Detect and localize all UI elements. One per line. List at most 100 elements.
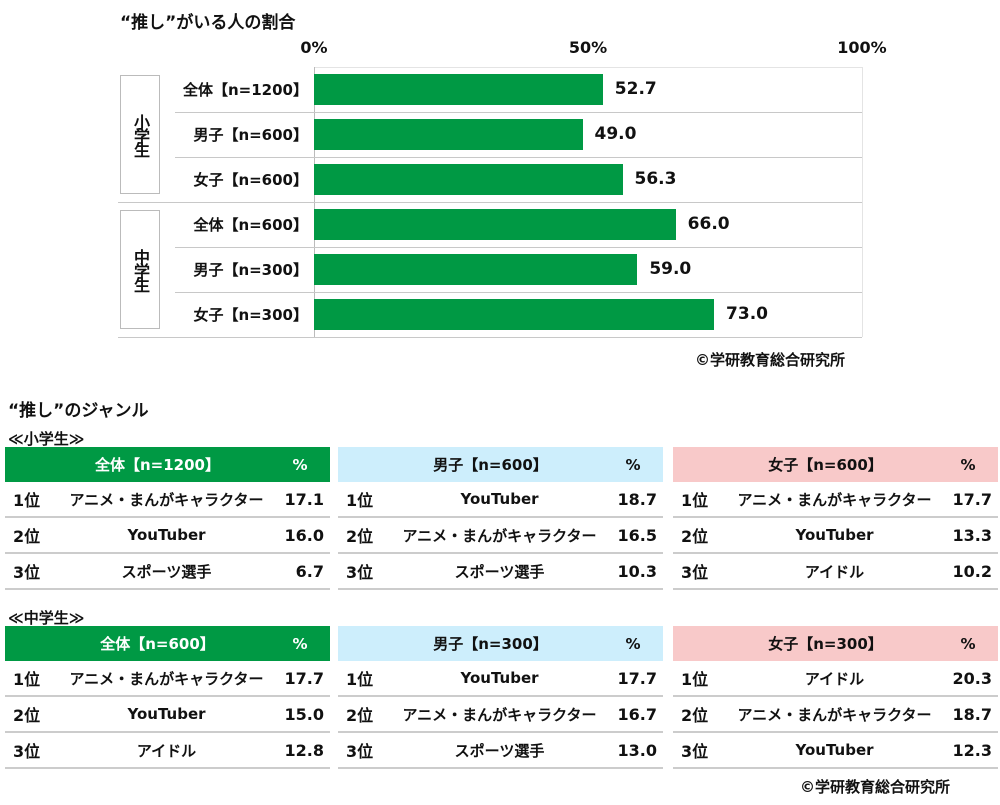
percent-value: 12.8	[284, 740, 324, 760]
percent-value: 18.7	[952, 704, 992, 724]
genre: YouTuber	[795, 526, 874, 544]
data-label: 73.0	[726, 304, 768, 324]
percent-header: %	[960, 455, 976, 474]
genre: スポーツ選手	[454, 562, 545, 581]
ranking-row: 3位 アイドル 12.8	[5, 733, 330, 769]
ranking-row: 2位 アニメ・まんがキャラクター 18.7	[673, 697, 998, 733]
rank: 3位	[346, 742, 374, 761]
genre: アニメ・まんがキャラクター	[737, 490, 932, 509]
ranking-row: 3位 スポーツ選手 6.7	[5, 554, 330, 590]
rank: 3位	[13, 742, 41, 761]
category-label: 男子【n=300】	[193, 261, 308, 279]
row-separator	[175, 112, 862, 113]
ranking-row: 2位 YouTuber 13.3	[673, 518, 998, 554]
panel-header: 全体【n=600】%	[5, 626, 330, 661]
panel-header-label: 女子【n=600】	[768, 456, 883, 474]
rank: 2位	[346, 527, 374, 546]
row-separator	[175, 247, 862, 248]
percent-header: %	[292, 634, 308, 653]
genre: アニメ・まんがキャラクター	[402, 526, 597, 545]
rank: 1位	[346, 670, 374, 689]
rank: 2位	[346, 706, 374, 725]
percent-value: 13.3	[952, 525, 992, 545]
ranking-row: 1位 アニメ・まんがキャラクター 17.7	[673, 482, 998, 518]
rank: 2位	[13, 527, 41, 546]
x-tick-50: 50%	[568, 38, 608, 57]
panel-header-label: 男子【n=300】	[433, 635, 548, 653]
ranking-panel: 女子【n=300】% 1位 アイドル 20.3 2位 アニメ・まんがキャラクター 18.7 3…	[673, 626, 998, 769]
ranking-row: 1位 YouTuber 18.7	[338, 482, 663, 518]
percent-value: 12.3	[952, 740, 992, 760]
section-label: ≪中学生≫	[8, 609, 85, 627]
bar	[314, 254, 638, 285]
genre: アニメ・まんがキャラクター	[737, 705, 932, 724]
x-tick-100: 100%	[837, 38, 887, 57]
panel-header-label: 女子【n=300】	[768, 635, 883, 653]
bar	[314, 74, 603, 105]
percent-value: 20.3	[952, 668, 992, 688]
panel-header: 女子【n=600】%	[673, 447, 998, 482]
percent-value: 13.0	[617, 740, 657, 760]
genre: スポーツ選手	[454, 741, 545, 760]
chart-credit: ©学研教育総合研究所	[695, 351, 846, 369]
data-label: 56.3	[634, 169, 677, 189]
ranking-panel: 男子【n=300】% 1位 YouTuber 17.7 2位 アニメ・まんがキャラクター 1…	[338, 626, 663, 769]
rank: 1位	[13, 670, 41, 689]
bar	[314, 299, 715, 330]
genre: スポーツ選手	[121, 562, 212, 581]
percent-header: %	[292, 455, 308, 474]
ranking-row: 2位 アニメ・まんがキャラクター 16.7	[338, 697, 663, 733]
percent-value: 16.0	[284, 525, 324, 545]
percent-value: 16.5	[617, 525, 657, 545]
ranking-panel: 全体【n=600】% 1位 アニメ・まんがキャラクター 17.7 2位 YouTuber 1…	[5, 626, 330, 769]
ranking-row: 3位 スポーツ選手 13.0	[338, 733, 663, 769]
ranking-row: 2位 アニメ・まんがキャラクター 16.5	[338, 518, 663, 554]
panel-header: 男子【n=300】%	[338, 626, 663, 661]
percent-value: 18.7	[617, 489, 657, 509]
panel-header: 全体【n=1200】%	[5, 447, 330, 482]
percent-value: 17.1	[284, 489, 324, 509]
rank: 3位	[681, 742, 709, 761]
genre: YouTuber	[460, 669, 539, 687]
rank: 2位	[681, 706, 709, 725]
panel-header: 男子【n=600】%	[338, 447, 663, 482]
ranking-panel: 女子【n=600】% 1位 アニメ・まんがキャラクター 17.7 2位 YouTuber 1…	[673, 447, 998, 590]
section-label: ≪小学生≫	[8, 430, 85, 448]
right-border	[862, 67, 863, 337]
data-label: 52.7	[614, 79, 657, 99]
row-separator	[118, 202, 862, 203]
ranking-row: 3位 アイドル 10.2	[673, 554, 998, 590]
genre: YouTuber	[127, 705, 206, 723]
rank: 2位	[681, 527, 709, 546]
row-separator	[175, 157, 862, 158]
genre: YouTuber	[460, 490, 539, 508]
group-label: 小学生	[120, 75, 160, 194]
bar	[314, 119, 583, 150]
category-label: 女子【n=300】	[193, 306, 308, 324]
group-label: 中学生	[120, 210, 160, 329]
data-label: 49.0	[594, 124, 637, 144]
percent-value: 16.7	[617, 704, 657, 724]
chart-title: “推し”がいる人の割合	[120, 13, 296, 33]
percent-value: 15.0	[284, 704, 324, 724]
ranking-row: 1位 YouTuber 17.7	[338, 661, 663, 697]
category-label: 全体【n=1200】	[183, 81, 308, 99]
genre: アニメ・まんがキャラクター	[69, 490, 264, 509]
genre-credit: ©学研教育総合研究所	[800, 778, 951, 796]
panel-header-label: 男子【n=600】	[433, 456, 548, 474]
rank: 2位	[13, 706, 41, 725]
ranking-row: 1位 アニメ・まんがキャラクター 17.1	[5, 482, 330, 518]
genre: アイドル	[804, 562, 865, 581]
percent-header: %	[625, 634, 641, 653]
rank: 3位	[13, 563, 41, 582]
category-label: 男子【n=600】	[193, 126, 308, 144]
percent-value: 17.7	[617, 668, 657, 688]
row-separator	[175, 292, 862, 293]
percent-header: %	[960, 634, 976, 653]
percent-value: 6.7	[295, 561, 324, 581]
bar	[314, 164, 623, 195]
panel-header-label: 全体【n=1200】	[95, 456, 220, 474]
data-label: 66.0	[687, 214, 730, 234]
data-label: 59.0	[649, 259, 692, 279]
